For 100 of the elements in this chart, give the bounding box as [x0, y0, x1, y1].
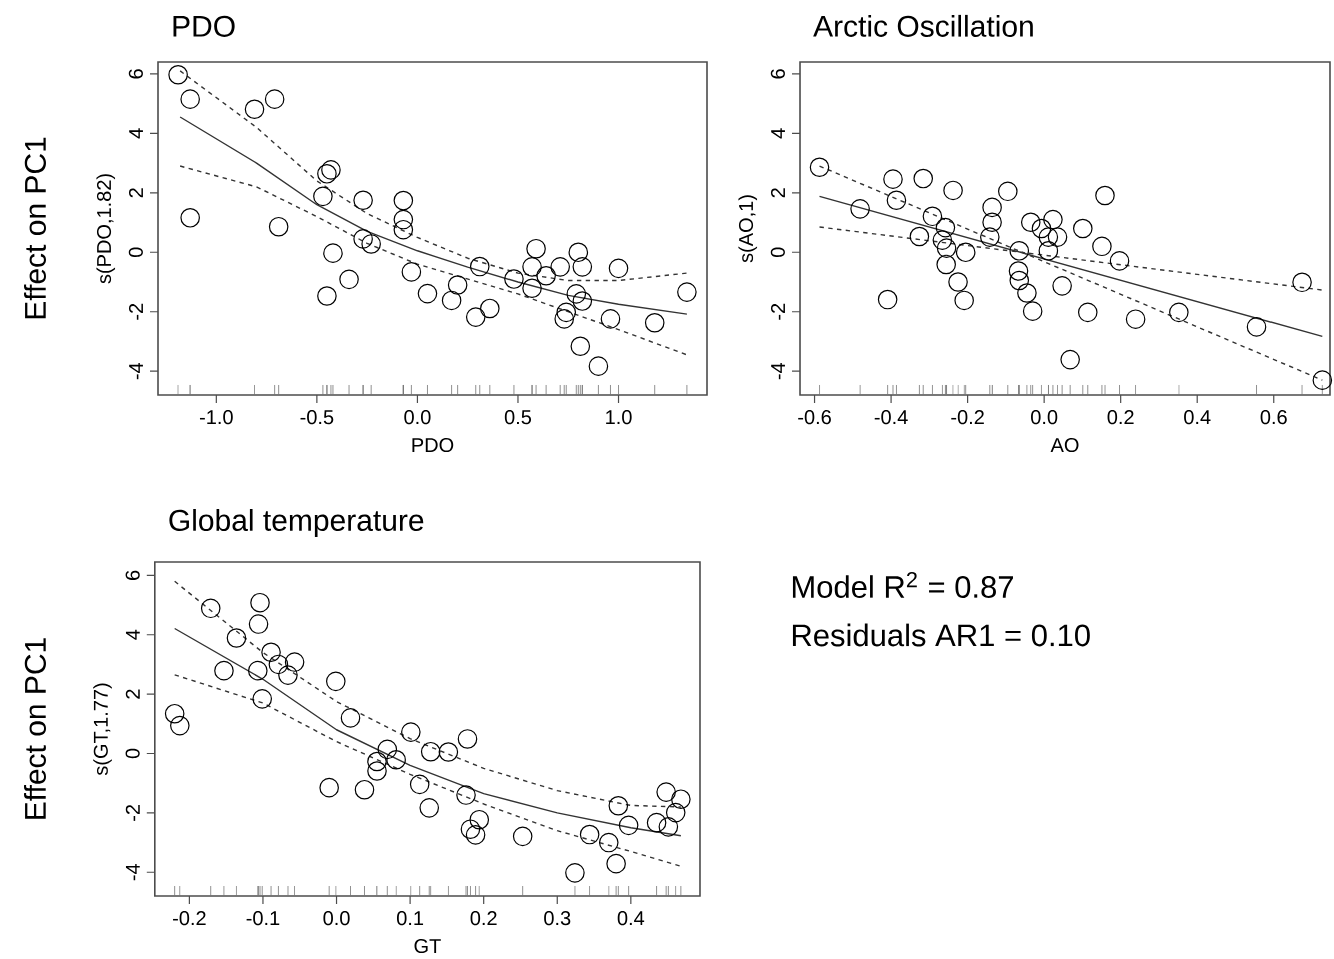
point: [226, 628, 247, 648]
x-tick-label: 0.0: [404, 410, 431, 425]
point: [319, 777, 339, 798]
point: [980, 227, 1000, 247]
y-tick-label: -2: [770, 303, 785, 320]
point: [608, 258, 629, 279]
point: [268, 216, 289, 237]
x-tick-label: -1.0: [199, 410, 233, 425]
point: [441, 290, 462, 311]
point: [469, 256, 490, 277]
point: [417, 283, 438, 304]
point: [556, 302, 577, 323]
x-axis-title: GT: [414, 938, 441, 954]
x-tick-label: 0.0: [1031, 410, 1058, 425]
point: [955, 242, 976, 263]
x-tick-label: 0.0: [323, 911, 350, 926]
point: [457, 729, 478, 749]
y-tick-label: 0: [128, 247, 143, 258]
point: [460, 819, 481, 839]
point: [522, 278, 542, 299]
point: [1125, 309, 1146, 329]
point: [339, 269, 359, 290]
point: [936, 254, 956, 275]
y-tick-label: 4: [771, 128, 785, 139]
point: [1077, 302, 1098, 323]
y-axis-title: s(AO,1): [738, 195, 758, 263]
y-tick-label: 0: [770, 247, 785, 258]
chart-title: PDO: [173, 15, 235, 37]
point: [353, 190, 373, 211]
point: [164, 703, 185, 724]
point: [665, 802, 686, 823]
point: [982, 212, 1002, 233]
text: Effect on PC1: [24, 638, 46, 819]
point: [168, 64, 188, 85]
line-series: [173, 627, 682, 837]
point: [261, 642, 281, 663]
point: [606, 853, 626, 874]
point: [566, 284, 587, 304]
point: [386, 749, 406, 770]
x-tick-label: 0.2: [470, 911, 497, 926]
point: [608, 795, 629, 816]
point: [522, 257, 542, 277]
point: [401, 262, 422, 282]
point: [244, 99, 265, 120]
point: [656, 782, 676, 802]
text: Model R$^{2}$ = 0.87: [792, 572, 1013, 598]
x-tick-label: 0.4: [617, 911, 645, 926]
point: [579, 824, 600, 845]
text: Effect on PC1: [24, 137, 46, 319]
text: Residuals AR1 = 0.10: [792, 623, 1090, 647]
x-tick-label: -0.1: [246, 911, 280, 926]
point: [677, 282, 697, 302]
point: [325, 671, 346, 692]
point: [248, 614, 269, 634]
point: [268, 654, 289, 675]
point: [409, 774, 430, 795]
point: [644, 312, 665, 333]
point: [526, 238, 546, 259]
point: [456, 785, 476, 805]
point: [480, 298, 500, 319]
y-tick-label: 6: [125, 570, 140, 580]
point: [935, 217, 956, 238]
point: [998, 181, 1018, 202]
point: [1312, 370, 1333, 390]
x-tick-label: 0.6: [1260, 410, 1287, 425]
point: [1052, 276, 1072, 296]
y-tick-label: 0: [125, 748, 140, 759]
x-tick-label: -0.2: [173, 911, 206, 926]
point: [401, 722, 421, 742]
point: [1031, 218, 1052, 239]
point: [671, 789, 691, 810]
point: [361, 234, 381, 254]
point: [550, 257, 571, 277]
point: [393, 219, 414, 240]
point: [600, 309, 621, 329]
point: [180, 207, 200, 228]
point: [570, 336, 591, 357]
point: [658, 817, 679, 837]
point: [1020, 212, 1041, 233]
y-tick-label: 2: [770, 188, 785, 198]
point: [180, 89, 200, 109]
point: [447, 275, 468, 295]
point: [214, 660, 234, 681]
point: [1246, 317, 1267, 337]
point: [1009, 240, 1030, 261]
point: [284, 652, 305, 672]
y-tick-label: -4: [125, 863, 140, 881]
line-series: [173, 580, 682, 808]
point: [340, 708, 361, 728]
point: [646, 812, 667, 833]
x-tick-label: -0.6: [798, 410, 831, 425]
point: [1095, 185, 1115, 206]
point: [377, 739, 398, 760]
y-tick-label: -2: [125, 804, 140, 821]
point: [353, 229, 373, 249]
x-tick-label: 0.4: [1184, 410, 1211, 425]
y-axis-title: s(PDO,1.82): [96, 174, 116, 284]
point: [200, 598, 221, 619]
point: [1009, 270, 1030, 291]
point: [1060, 349, 1080, 370]
